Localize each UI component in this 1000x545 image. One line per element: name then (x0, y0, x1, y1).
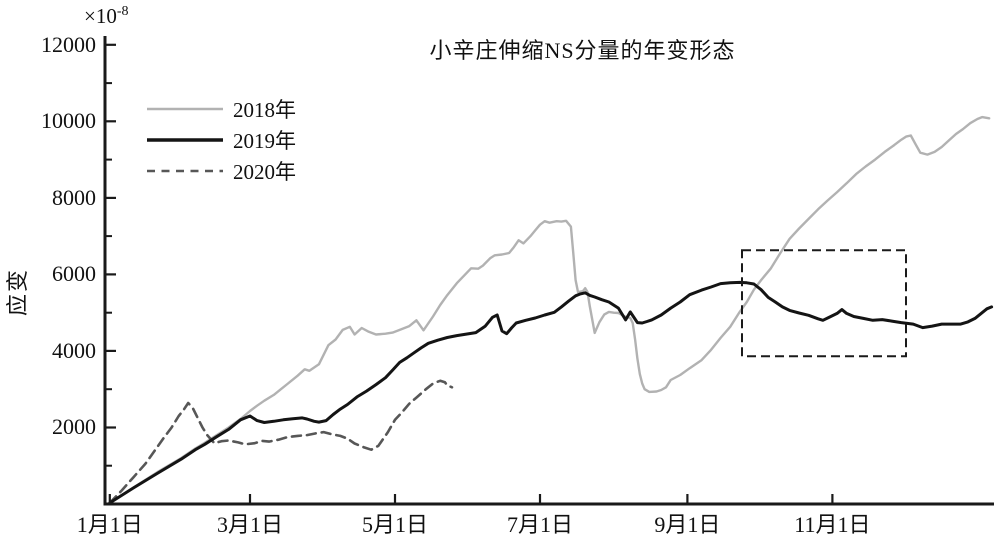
y-tick-label: 2000 (52, 414, 96, 440)
x-tick-label: 5月1日 (361, 512, 428, 537)
legend-label-2019: 2019年 (233, 128, 296, 153)
y-axis-multiplier-exponent: -8 (116, 4, 129, 19)
legend-entry-2020: 2020年 (146, 155, 296, 186)
legend-line-swatch-2018 (147, 107, 223, 110)
y-axis-multiplier-base: ×10 (84, 4, 117, 28)
legend-line-swatch-2019 (147, 137, 223, 142)
series-line-2020 (108, 379, 454, 505)
x-tick-label: 1月1日 (76, 512, 143, 537)
x-tick-label: 9月1日 (654, 512, 721, 537)
y-tick-label: 12000 (41, 31, 96, 57)
legend-label-2018: 2018年 (233, 97, 296, 122)
x-tick-label: 11月1日 (794, 512, 871, 537)
legend-line-swatch-2020 (147, 169, 223, 172)
series-line-2019 (108, 280, 994, 505)
y-tick-label: 4000 (52, 337, 96, 363)
legend-entry-2019: 2019年 (146, 124, 296, 155)
x-tick-label: 3月1日 (216, 512, 283, 537)
annotation-box (741, 249, 907, 358)
y-tick-label: 8000 (52, 184, 96, 210)
y-axis-multiplier: ×10-8 (84, 4, 129, 29)
legend-entry-2018: 2018年 (146, 93, 296, 124)
y-tick-label: 6000 (52, 261, 96, 287)
x-tick-label: 7月1日 (506, 512, 573, 537)
legend: 2018年 2019年 2020年 (146, 93, 296, 186)
y-tick-label: 10000 (41, 108, 96, 134)
legend-label-2020: 2020年 (233, 159, 296, 184)
chart-title: 小辛庄伸缩NS分量的年变形态 (429, 38, 736, 63)
series-line-2018 (108, 115, 991, 505)
